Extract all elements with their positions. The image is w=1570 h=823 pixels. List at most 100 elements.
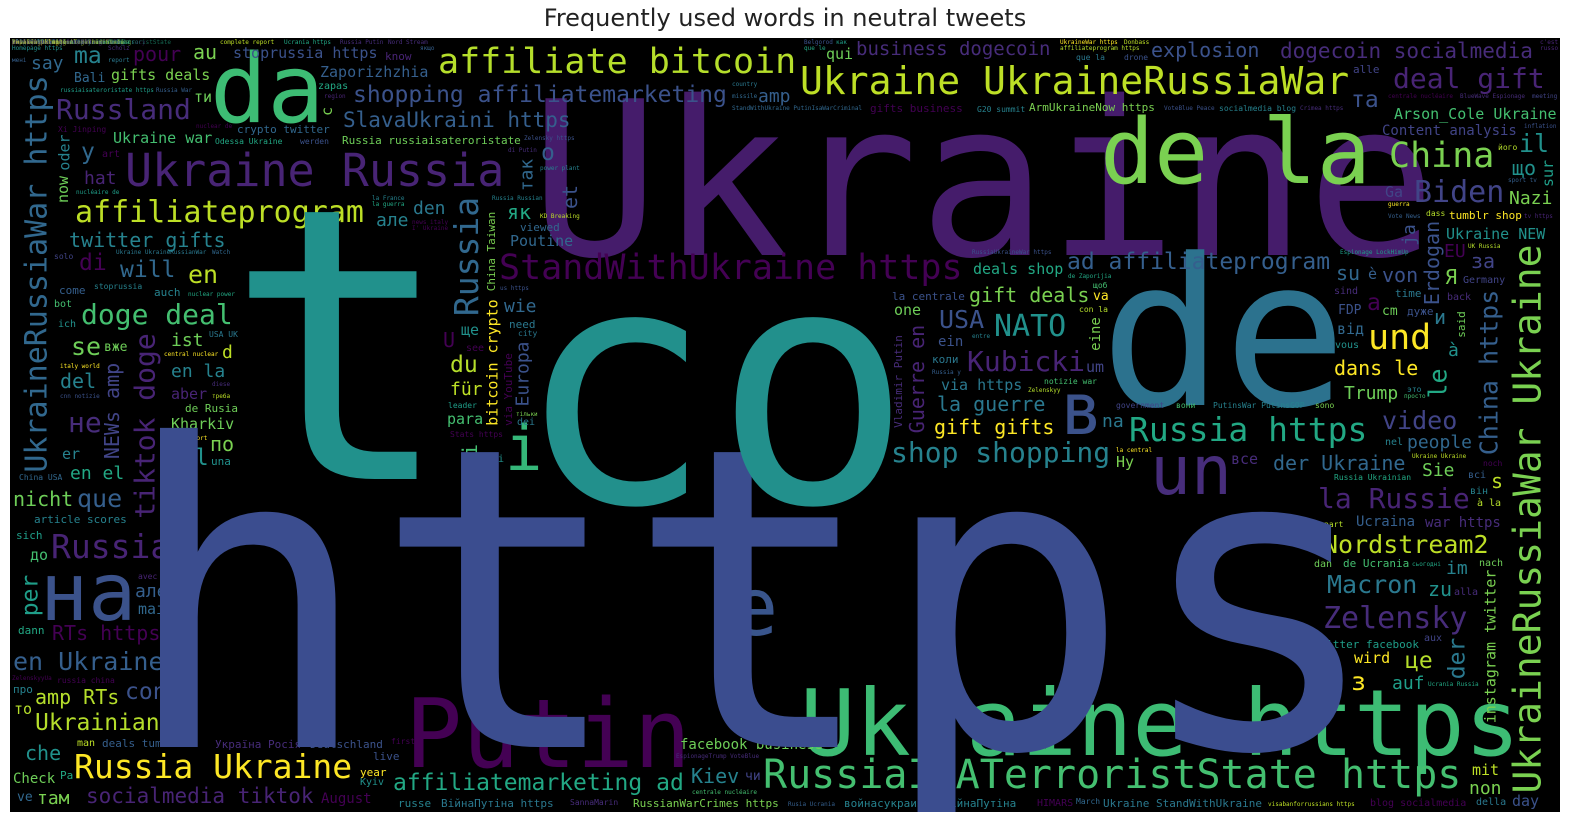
word-від: від: [1337, 320, 1365, 338]
word-de-ucrania: de Ucrania: [1343, 557, 1410, 570]
word-espionage-lockhimup: Espionage LockHimUp: [1340, 249, 1409, 256]
word-до: до: [30, 546, 49, 564]
word-pa: Pa: [60, 769, 74, 782]
word-ukraine-https: Ukraine https: [800, 670, 1521, 777]
word-dogecoin-socialmedia: dogecoin socialmedia: [1280, 39, 1533, 63]
word-ja: ja: [1399, 224, 1420, 246]
word-via-https: via https: [941, 376, 1023, 394]
word-armukrainenow-https: ArmUkraineNow https: [1029, 101, 1155, 114]
word-visabanforrussians-https: visabanforrussians https: [1268, 801, 1355, 808]
word-то: то: [14, 700, 33, 718]
word-ukrainerussiawar-pssshare: UkraineRussiaWar PSSSHare: [12, 39, 103, 46]
word-de: de: [1100, 216, 1347, 454]
word-watch: Watch: [212, 249, 231, 256]
word-russia-russiaisateroristate: Russia russiaisateroristate: [342, 134, 521, 147]
word-che: che: [25, 741, 62, 765]
word-man: man: [77, 738, 96, 749]
word-hat: hat: [84, 168, 117, 189]
word-espionagetrump-voteblue: EspionageTrump VoteBlue: [676, 753, 760, 760]
word-entre: entre: [972, 333, 991, 340]
word-doge-deal: doge deal: [81, 298, 233, 331]
word-sich: sich: [16, 529, 43, 542]
word-mai: mai: [138, 600, 166, 618]
word-military-aid: military aid: [12, 39, 56, 46]
word-non: non: [1469, 778, 1502, 799]
word-y: y: [81, 139, 95, 165]
word-la-guerra: la guerra: [372, 201, 405, 208]
word-t: t: [225, 126, 454, 569]
word-nordstream2: Nordstream2: [1323, 530, 1489, 559]
word-putinswar-putinsgop: PutinsWar PutinsGOP: [1213, 401, 1305, 410]
word-wird: wird: [1354, 649, 1391, 667]
word-o: o: [541, 140, 555, 166]
word-trumpcoupattempt-espionagetrump: TrumpCoupAttempt EspionageTrump: [12, 39, 124, 46]
word-russo: russo: [1540, 45, 1559, 52]
word-viewed: viewed: [520, 221, 560, 234]
word-shopping-affiliatemarketing: shopping affiliatemarketing: [353, 82, 727, 108]
word-bali: Bali: [74, 71, 106, 86]
word-trump: Trump: [1344, 383, 1399, 404]
word-breaking-strongertogether: Breaking StrongerTogether: [12, 39, 103, 46]
word-now: now: [54, 176, 72, 204]
word-china: China: [1389, 136, 1495, 176]
word-nato: NATO: [994, 309, 1067, 344]
word-goptraitorstodemocracy-humanrights: GOPTraitorsToDemocracy HumanRights: [12, 39, 135, 46]
word-cloud: https co t Ukraine de Ukraine https de la da Put…: [10, 38, 1560, 812]
word-standwithukraine-armukrainenow: StandWithUkraine ArmUkraineNow: [12, 39, 121, 46]
word-co: co: [515, 196, 913, 580]
word-standwithukraine-https: StandWithUkraine https: [499, 248, 963, 288]
word-rusia-ucrania: Rusia Ucrania: [788, 801, 835, 808]
word-dan: dan: [1314, 559, 1333, 570]
word-kharkiv: Kharkiv: [171, 415, 235, 433]
word-zaporizhzhia: Zaporizhzhia: [320, 63, 429, 81]
word-auch: auch: [154, 286, 181, 299]
word-а: а: [1367, 290, 1381, 316]
word-stoprussia: stoprussia: [94, 282, 143, 291]
word-nuclear-de: nuclear de: [196, 123, 233, 130]
word-usa: USA: [939, 305, 985, 334]
word-йогo: йогo: [1498, 143, 1518, 152]
word-ukrainerussiawar-ukraine: UkraineRussiaWar Ukraine: [1505, 243, 1550, 794]
word-news-amp: NEWs amp: [99, 362, 124, 460]
word-russia-ukrainian: Russia Ukrainian: [1334, 473, 1412, 482]
word-ukraine-standwithukraine: Ukraine StandWithUkraine: [1103, 797, 1262, 810]
word-country: country: [732, 81, 758, 88]
word-deals-shop: deals shop: [973, 260, 1064, 278]
word-deals-tumblr: deals tumblr: [102, 737, 182, 750]
word-erdogan: Erdogan: [1419, 220, 1444, 306]
word-и: и: [1434, 305, 1447, 329]
word-city: city: [518, 329, 538, 338]
word-bluewave-espionage: BlueWave Espionage: [1460, 93, 1526, 100]
word-тільки: тільки: [516, 411, 538, 418]
word-сьогодні: сьогодні: [1412, 561, 1441, 568]
word-part: part: [1324, 520, 1344, 529]
word-по: по: [210, 432, 235, 456]
word-ти: ти: [194, 88, 213, 106]
word-bot: bot: [54, 299, 73, 310]
word-війнапутіна-https: ВійнаПутіна https: [441, 797, 554, 810]
word-fdp: FDP: [1338, 303, 1362, 318]
word-von: von: [1382, 263, 1419, 287]
word-crypto-twitter: crypto twitter: [237, 123, 330, 136]
word-affiliateprogram: affiliateprogram: [75, 195, 364, 230]
word-belgorod: Belgorod: [804, 39, 833, 46]
word-d: d: [222, 342, 233, 363]
word-russiaisateroristate-https: russiaisateroristate https: [60, 87, 154, 94]
word-gift-deals: gift deals: [969, 283, 1090, 307]
word-region: region: [324, 93, 346, 100]
word-russia: Russia: [447, 197, 486, 317]
word-russiaisaterroriststate-https: RussiaIsATerroristState https: [763, 752, 1462, 798]
word-du: du: [450, 352, 478, 378]
word-deutschland: Deutschland: [310, 738, 383, 751]
word-alla: alla: [1454, 587, 1479, 598]
word-article-scores: article scores: [34, 513, 127, 526]
word-для: для: [1314, 673, 1342, 691]
word-en: en: [188, 260, 219, 289]
word-twitter-facebook: twitter facebook: [1313, 638, 1419, 651]
word-homepage-https: Homepage https: [12, 45, 63, 52]
word-uk-russia: UK Russia: [1468, 243, 1501, 250]
word-ucrania-russia: Ucrania Russia: [1428, 681, 1479, 688]
word-russia-russian: Russia Russian: [492, 195, 543, 202]
word-вони: вони: [1176, 401, 1196, 410]
word-ukraine-russiaisaterroriststate: Ukraine RussiaIsATerroristState: [12, 39, 124, 46]
